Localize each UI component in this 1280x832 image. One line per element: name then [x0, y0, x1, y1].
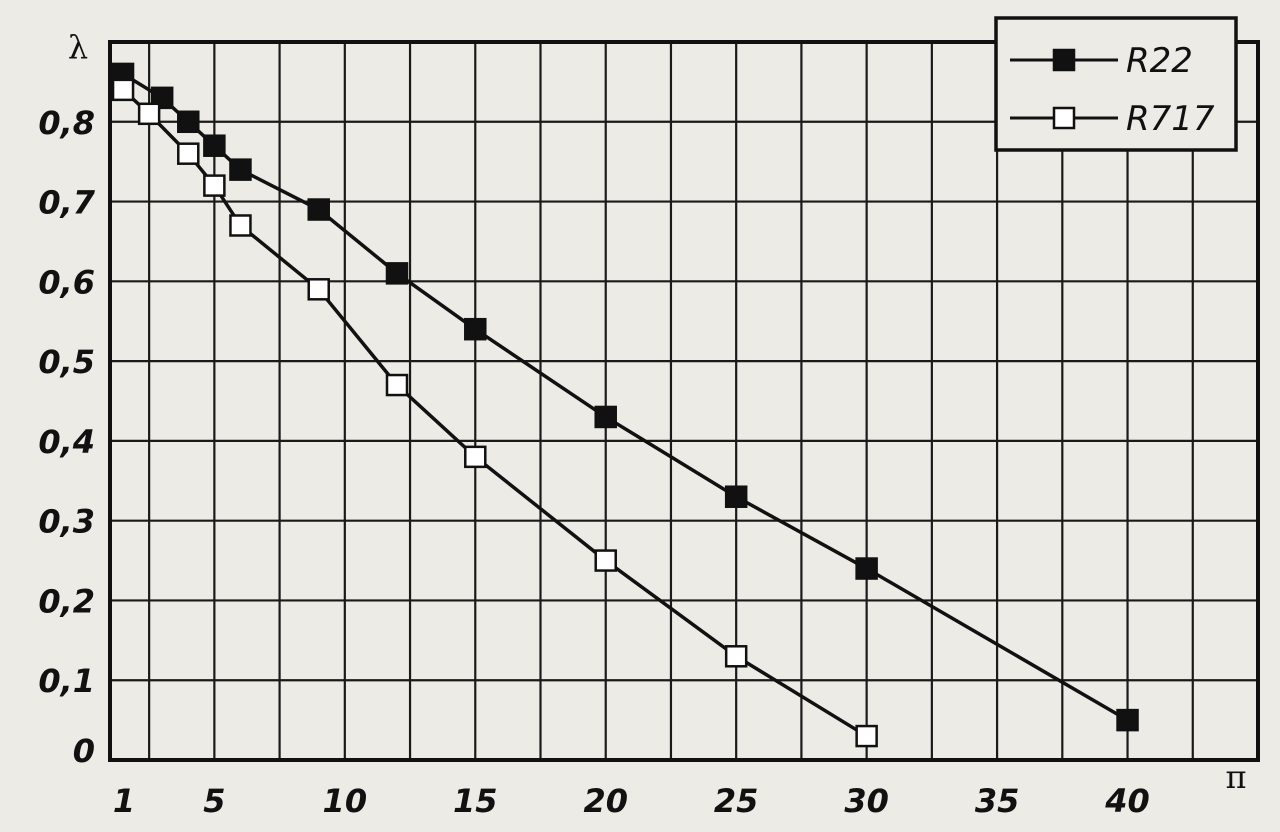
data-point: [177, 142, 200, 165]
y-tick-label: 0,8: [38, 104, 95, 142]
x-tick-label: 30: [844, 782, 889, 820]
data-point: [307, 278, 330, 301]
y-tick-label: 0,2: [38, 582, 95, 620]
data-point: [203, 174, 226, 197]
data-point: [724, 485, 748, 508]
y-tick-label: 0: [73, 732, 95, 770]
series-line: [121, 88, 868, 738]
legend-item: R717: [1010, 99, 1215, 139]
data-point: [203, 134, 226, 157]
x-tick-label: 40: [1104, 782, 1150, 820]
legend-item: R22: [1010, 41, 1193, 81]
series-layer: [111, 62, 1139, 748]
legend-items: R22 R717: [1010, 41, 1215, 139]
legend-marker: [1052, 48, 1076, 72]
data-point: [855, 557, 878, 580]
data-point: [229, 214, 252, 237]
legend-box: [994, 16, 1238, 152]
y-axis-label: λ: [68, 28, 88, 66]
plot-frame: [108, 40, 1260, 762]
legend: R22 R717: [994, 16, 1238, 152]
data-point: [594, 405, 617, 429]
x-tick-label: 15: [453, 782, 498, 820]
grid-lines: [110, 42, 1258, 760]
data-point: [177, 110, 200, 134]
y-tick-label: 0,3: [38, 503, 95, 541]
data-point: [724, 645, 748, 668]
legend-label: R717: [1126, 99, 1215, 139]
data-point: [385, 262, 409, 285]
data-point: [111, 78, 135, 102]
tick-labels: 1 5 10 15 20 25 30 35 4000,10,20,30,40,50,60,70,…: [38, 104, 1149, 820]
series-R22: [111, 62, 1139, 732]
legend-marker: [1052, 106, 1076, 130]
data-point: [855, 724, 878, 748]
data-point: [385, 373, 409, 397]
y-tick-label: 0,4: [38, 423, 95, 461]
y-tick-label: 0,6: [38, 263, 95, 301]
data-point: [229, 158, 252, 181]
series-line: [122, 72, 1129, 722]
x-axis-label: π: [1225, 758, 1246, 796]
y-tick-label: 0,1: [38, 662, 95, 700]
x-tick-label: 35: [975, 782, 1020, 820]
data-point: [307, 198, 330, 221]
data-point: [594, 549, 617, 572]
x-tick-label: 5: [203, 782, 225, 820]
data-point: [1116, 708, 1139, 732]
x-tick-label: 25: [714, 782, 759, 820]
x-tick-label: 20: [583, 782, 628, 820]
legend-label: R22: [1126, 41, 1193, 81]
data-point: [464, 317, 487, 341]
y-tick-label: 0,5: [38, 343, 95, 381]
x-tick-label: 10: [323, 782, 368, 820]
data-point: [464, 445, 487, 469]
data-point: [137, 102, 161, 126]
x-tick-label: 1: [113, 782, 135, 820]
y-tick-label: 0,7: [38, 184, 95, 222]
series-R717: [111, 78, 878, 748]
